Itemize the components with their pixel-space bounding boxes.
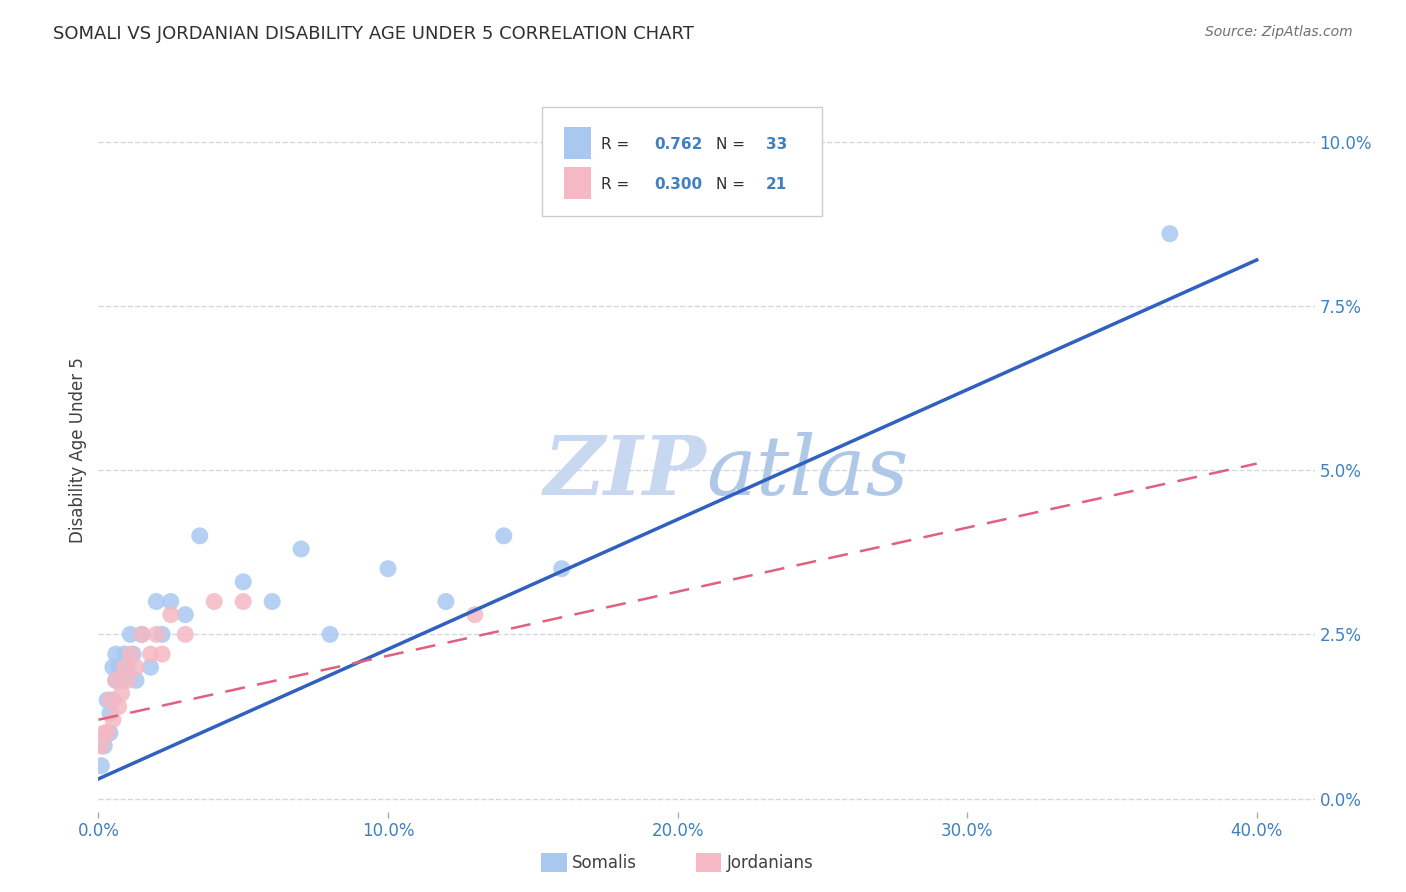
Text: Somalis: Somalis (572, 854, 637, 871)
Point (125, 673, 148, 688)
Point (101, 660, 124, 674)
FancyBboxPatch shape (543, 107, 823, 216)
Point (93, 739, 115, 753)
Point (159, 594, 181, 608)
Point (434, 594, 457, 608)
Point (104, 673, 127, 688)
Text: R =: R = (600, 137, 634, 153)
Point (110, 686, 132, 700)
Point (145, 594, 167, 608)
Point (120, 647, 142, 661)
Point (492, 529, 515, 543)
Point (90, 739, 112, 753)
Text: N =: N = (716, 137, 751, 153)
Point (101, 693, 124, 707)
Point (96, 693, 118, 707)
Point (120, 627, 142, 641)
Text: 0.762: 0.762 (654, 137, 703, 153)
Point (551, 562, 574, 576)
Point (188, 529, 211, 543)
Point (104, 673, 127, 688)
Point (131, 627, 153, 641)
Point (202, 594, 225, 608)
Point (150, 627, 173, 641)
Point (131, 627, 153, 641)
Point (139, 660, 162, 674)
Point (319, 627, 342, 641)
Point (117, 660, 139, 674)
Point (290, 541, 312, 556)
Text: 33: 33 (766, 137, 787, 153)
Text: R =: R = (600, 178, 634, 192)
Text: SOMALI VS JORDANIAN DISABILITY AGE UNDER 5 CORRELATION CHART: SOMALI VS JORDANIAN DISABILITY AGE UNDER… (53, 25, 695, 43)
Point (117, 673, 139, 688)
Point (96, 726, 118, 740)
Point (110, 673, 132, 688)
Y-axis label: Disability Age Under 5: Disability Age Under 5 (69, 358, 87, 543)
Text: ZIP: ZIP (544, 432, 707, 512)
Point (174, 607, 197, 622)
Point (98, 706, 121, 721)
Point (174, 627, 197, 641)
Point (114, 660, 136, 674)
Point (90, 758, 112, 772)
Point (114, 647, 136, 661)
Point (159, 607, 181, 622)
Point (464, 607, 486, 622)
Point (104, 647, 127, 661)
Point (232, 574, 254, 589)
Point (125, 660, 148, 674)
Point (96, 726, 118, 740)
Point (98, 693, 121, 707)
Text: atlas: atlas (707, 432, 908, 512)
Bar (564, 127, 591, 160)
Point (145, 627, 167, 641)
Point (107, 660, 129, 674)
Text: 0.300: 0.300 (654, 178, 703, 192)
Text: Jordanians: Jordanians (727, 854, 814, 871)
Text: Source: ZipAtlas.com: Source: ZipAtlas.com (1205, 25, 1353, 39)
Text: 21: 21 (766, 178, 787, 192)
Text: N =: N = (716, 178, 751, 192)
Point (93, 726, 115, 740)
Point (107, 699, 129, 714)
Point (262, 594, 284, 608)
Point (150, 647, 173, 661)
Bar (564, 167, 591, 199)
Point (1159, 227, 1181, 241)
Point (98, 726, 121, 740)
Point (232, 594, 254, 608)
Point (377, 562, 399, 576)
Point (139, 647, 162, 661)
Point (101, 713, 124, 727)
Point (122, 647, 145, 661)
